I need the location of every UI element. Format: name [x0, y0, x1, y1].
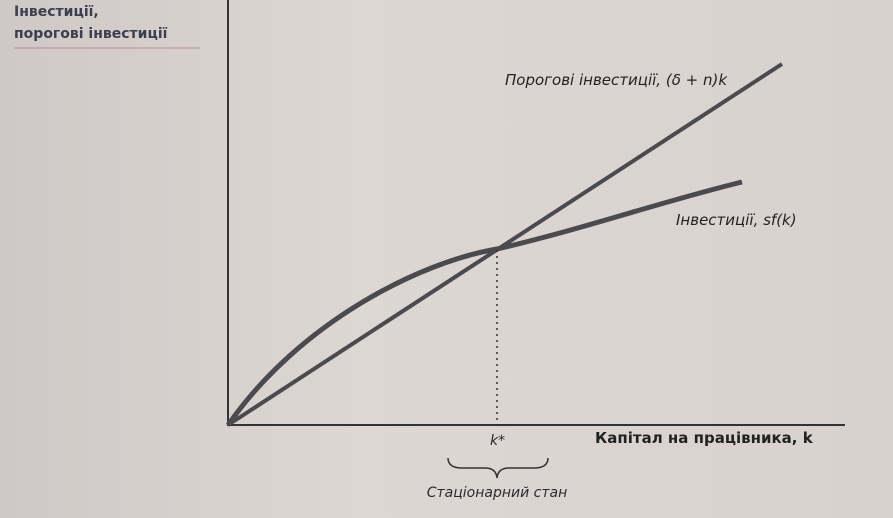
y-axis-label-line1: Інвестиції,	[14, 4, 99, 20]
brace	[447, 457, 549, 479]
steady-state-label: Стаціонарний стан	[427, 485, 568, 501]
investment-label: Інвестиції, sf(k)	[676, 211, 797, 229]
k-star: k*	[490, 433, 505, 449]
break-even-line	[226, 62, 784, 427]
x-axis-label: Капітал на працівника, k	[595, 429, 814, 447]
y-axis-label-line2: порогові інвестиції	[14, 26, 168, 42]
investment-curve	[225, 179, 743, 427]
break-even-label: Порогові інвестиції, (δ + n)k	[505, 71, 728, 89]
